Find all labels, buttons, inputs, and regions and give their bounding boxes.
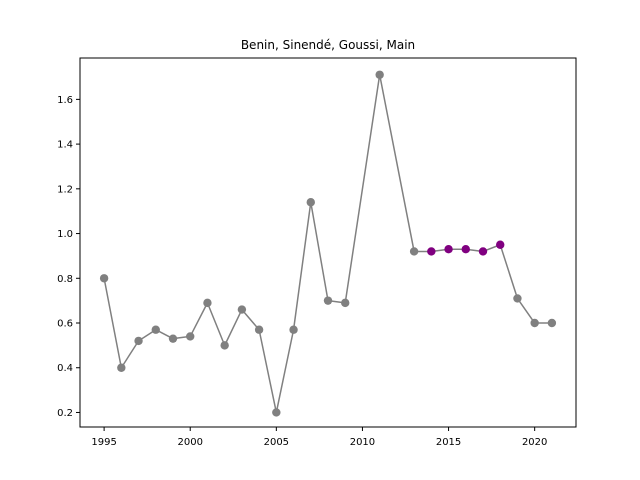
- data-point: [117, 363, 126, 372]
- data-point: [427, 247, 436, 256]
- data-point: [461, 245, 470, 254]
- data-point: [478, 247, 488, 256]
- data-point: [220, 341, 229, 350]
- data-point: [186, 332, 195, 341]
- data-point: [341, 298, 350, 308]
- y-tick-label: 1.2: [57, 184, 73, 195]
- x-tick-label: 1995: [91, 437, 116, 448]
- data-point: [375, 70, 384, 79]
- x-tick-label: 2010: [350, 437, 375, 448]
- data-point: [203, 298, 212, 308]
- data-point: [237, 305, 247, 314]
- data-point: [530, 318, 539, 328]
- data-point: [289, 325, 298, 334]
- data-point: [444, 245, 453, 254]
- data-point: [513, 294, 522, 303]
- axes-frame: [79, 57, 577, 428]
- data-point: [496, 240, 505, 249]
- data-point: [547, 318, 557, 328]
- axes: 1995 2000 2005 2010 2015 2020 0.2 0.4 0.6 0.8 1.0 1…: [57, 57, 577, 448]
- data-point: [272, 408, 281, 417]
- y-tick-label: 1.4: [57, 140, 73, 151]
- x-tick-label: 2005: [264, 437, 289, 448]
- y-tick-label: 0.2: [57, 408, 73, 419]
- data-point: [409, 247, 419, 256]
- y-tick-label: 0.6: [57, 319, 73, 330]
- data-point: [99, 274, 109, 283]
- data-point: [168, 334, 178, 343]
- y-tick-label: 1.6: [57, 95, 73, 106]
- data-point: [134, 336, 143, 346]
- chart-title: Benin, Sinendé, Goussi, Main: [241, 38, 415, 52]
- data-point: [306, 198, 315, 207]
- y-tick-label: 1.0: [57, 229, 73, 240]
- y-tick-label: 0.8: [57, 274, 73, 285]
- x-tick-label: 2015: [436, 437, 461, 448]
- y-tick-label: 0.4: [57, 363, 73, 374]
- plot-area: [99, 70, 557, 417]
- data-point: [254, 325, 264, 334]
- x-tick-label: 2000: [177, 437, 202, 448]
- data-point: [151, 325, 160, 334]
- x-tick-label: 2020: [522, 437, 547, 448]
- data-point: [323, 296, 333, 305]
